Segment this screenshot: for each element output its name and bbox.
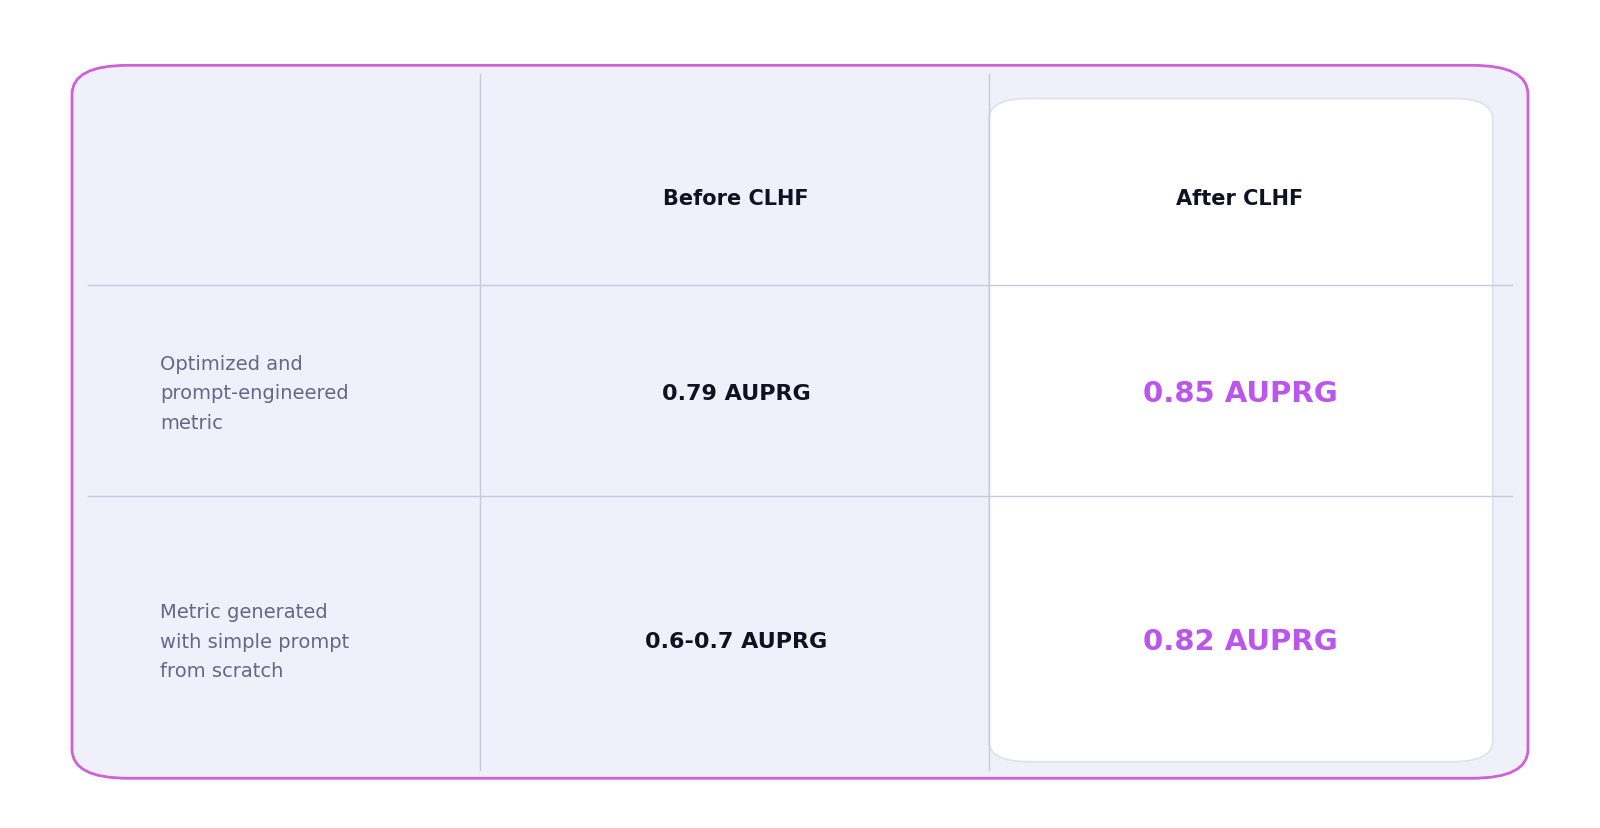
Text: Before CLHF: Before CLHF (662, 189, 810, 209)
FancyBboxPatch shape (72, 66, 1528, 778)
Text: 0.6-0.7 AUPRG: 0.6-0.7 AUPRG (645, 632, 827, 652)
Text: Metric generated
with simple prompt
from scratch: Metric generated with simple prompt from… (160, 603, 349, 681)
Text: 0.79 AUPRG: 0.79 AUPRG (662, 383, 810, 403)
Text: 0.85 AUPRG: 0.85 AUPRG (1142, 379, 1338, 407)
Text: Optimized and
prompt-engineered
metric: Optimized and prompt-engineered metric (160, 354, 349, 432)
Text: After CLHF: After CLHF (1176, 189, 1304, 209)
Text: 0.82 AUPRG: 0.82 AUPRG (1142, 628, 1338, 656)
FancyBboxPatch shape (989, 99, 1493, 762)
